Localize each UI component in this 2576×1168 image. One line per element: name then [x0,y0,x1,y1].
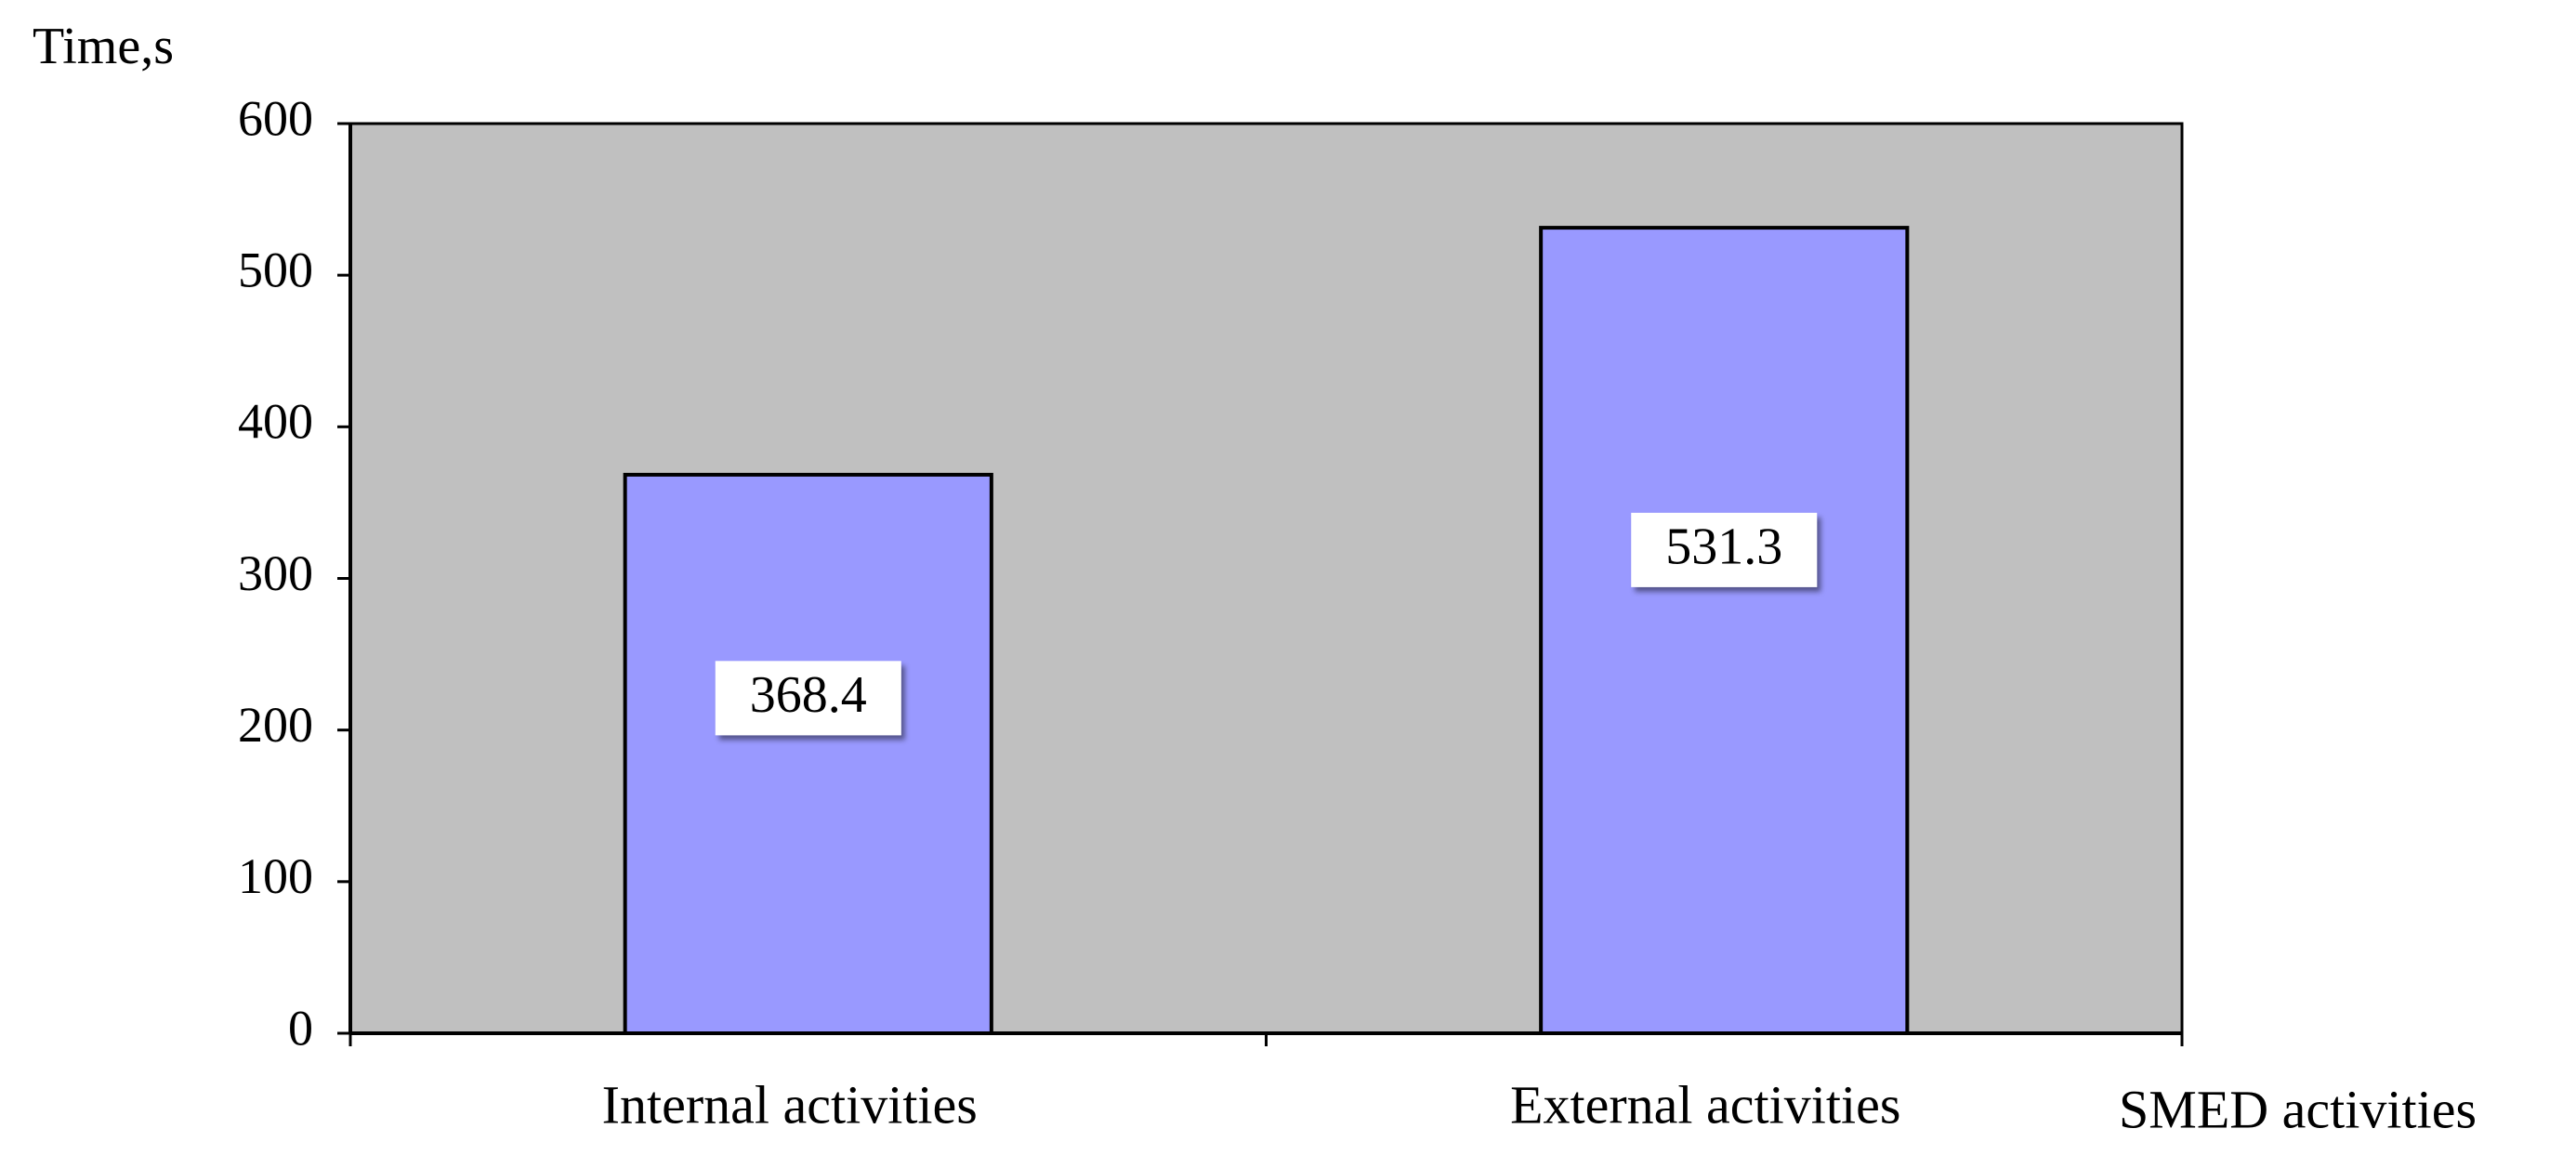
y-tick-label: 600 [238,90,313,146]
x-tick-label: Internal activities [602,1074,978,1135]
y-tick-label: 100 [238,848,313,904]
bar [1539,226,1910,1035]
bar [623,472,993,1036]
data-label: 368.4 [750,666,867,724]
data-label-box [1631,512,1818,587]
x-axis-label: SMED activities [2119,1079,2477,1139]
y-tick-label: 400 [238,394,313,450]
y-tick-label: 0 [288,1000,313,1056]
data-label-box [715,661,901,736]
y-tick-label: 500 [238,243,313,298]
y-tick-label: 200 [238,697,313,753]
data-label: 531.3 [1665,518,1782,576]
y-tick-label: 300 [238,545,313,601]
y-axis-label: Time,s [33,18,174,75]
x-tick-label: External activities [1510,1074,1900,1135]
